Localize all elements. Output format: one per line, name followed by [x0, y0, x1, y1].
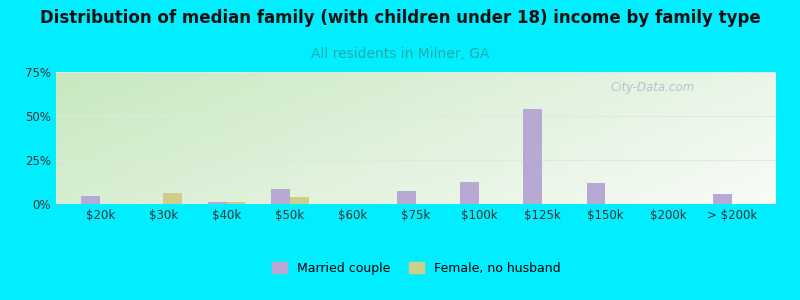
- Bar: [397, 191, 416, 204]
- Bar: [713, 194, 732, 204]
- Bar: [290, 197, 309, 204]
- Bar: [460, 182, 479, 204]
- Bar: [270, 189, 290, 204]
- Text: All residents in Milner, GA: All residents in Milner, GA: [310, 46, 490, 61]
- Bar: [163, 194, 182, 204]
- Bar: [523, 109, 542, 204]
- Text: City-Data.com: City-Data.com: [610, 81, 694, 94]
- Bar: [586, 183, 606, 204]
- Text: Distribution of median family (with children under 18) income by family type: Distribution of median family (with chil…: [40, 9, 760, 27]
- Bar: [226, 202, 246, 204]
- Bar: [207, 202, 226, 204]
- Bar: [82, 196, 100, 204]
- Legend: Married couple, Female, no husband: Married couple, Female, no husband: [266, 256, 566, 280]
